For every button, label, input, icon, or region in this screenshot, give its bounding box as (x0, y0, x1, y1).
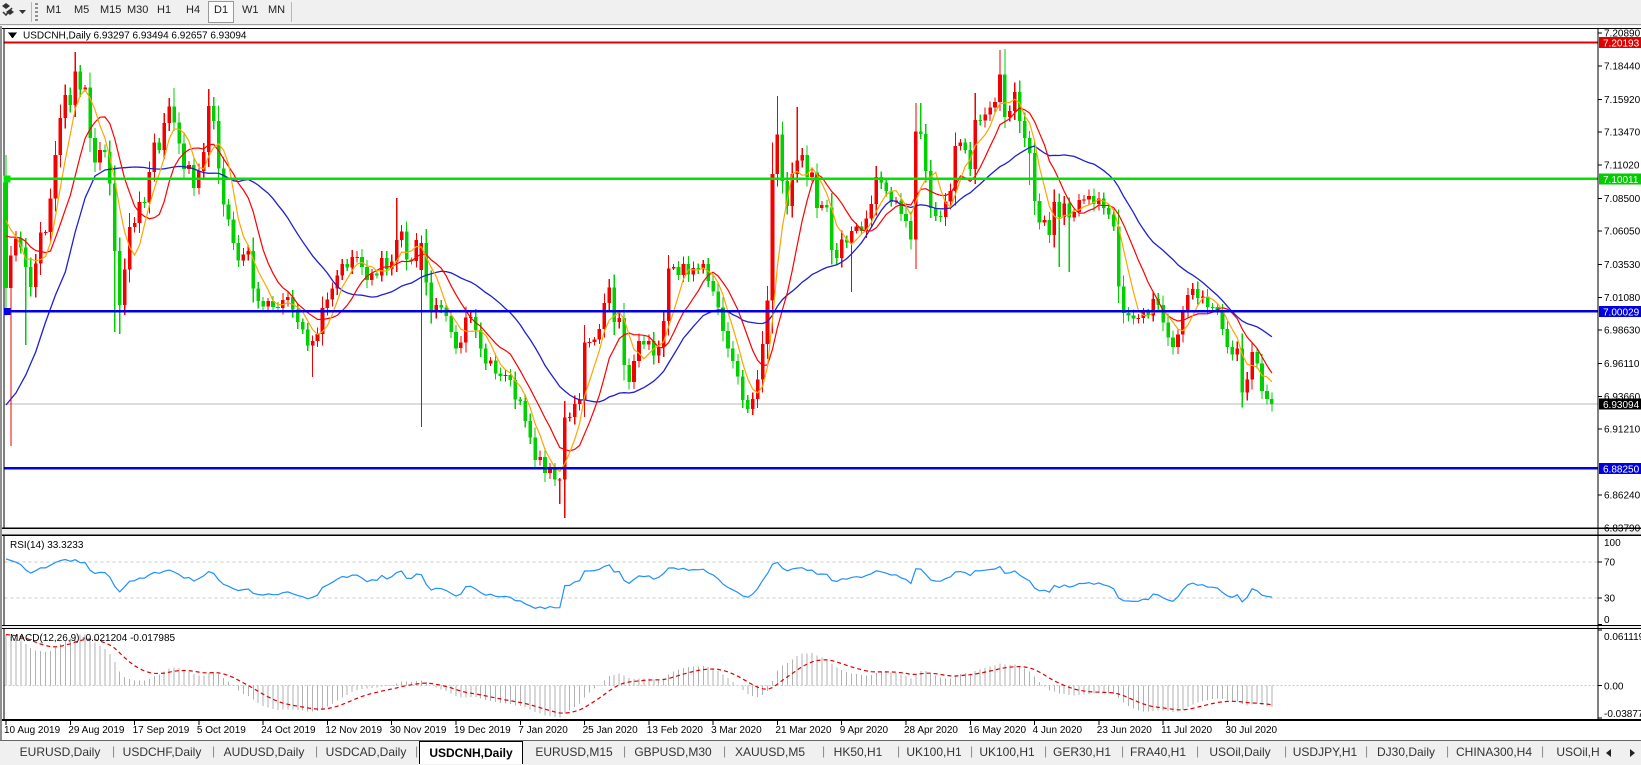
svg-text:7.18440: 7.18440 (1604, 61, 1641, 72)
svg-text:30 Jul 2020: 30 Jul 2020 (1225, 725, 1277, 736)
svg-text:28 Apr 2020: 28 Apr 2020 (904, 725, 958, 736)
svg-text:7.10011: 7.10011 (1603, 175, 1639, 186)
svg-text:6.83790: 6.83790 (1604, 523, 1641, 534)
svg-text:30: 30 (1604, 593, 1616, 604)
svg-text:3 Mar 2020: 3 Mar 2020 (711, 725, 762, 736)
svg-text:100: 100 (1604, 538, 1621, 549)
svg-text:7 Jan 2020: 7 Jan 2020 (518, 725, 568, 736)
svg-text:6.93660: 6.93660 (1604, 392, 1641, 403)
svg-text:11 Jul 2020: 11 Jul 2020 (1161, 725, 1212, 736)
svg-text:5 Oct 2019: 5 Oct 2019 (197, 725, 246, 736)
svg-text:6.93094: 6.93094 (1603, 400, 1640, 411)
svg-text:0: 0 (1604, 615, 1610, 626)
svg-text:30 Nov 2019: 30 Nov 2019 (390, 725, 447, 736)
svg-text:12 Nov 2019: 12 Nov 2019 (325, 725, 382, 736)
svg-text:7.13470: 7.13470 (1604, 128, 1641, 139)
svg-text:0.061119: 0.061119 (1604, 632, 1641, 643)
svg-text:6.91210: 6.91210 (1604, 424, 1641, 435)
svg-text:17 Sep 2019: 17 Sep 2019 (133, 725, 190, 736)
svg-text:21 Mar 2020: 21 Mar 2020 (775, 725, 832, 736)
svg-text:MACD(12,26,9) -0.021204 -0.017: MACD(12,26,9) -0.021204 -0.017985 (10, 633, 176, 644)
svg-text:7.20193: 7.20193 (1603, 39, 1640, 50)
svg-text:7.11020: 7.11020 (1604, 160, 1640, 171)
svg-text:6.88250: 6.88250 (1603, 464, 1640, 475)
svg-text:0.00: 0.00 (1604, 681, 1624, 692)
svg-text:7.15920: 7.15920 (1604, 95, 1641, 106)
svg-text:7.08500: 7.08500 (1604, 194, 1641, 205)
svg-text:7.01080: 7.01080 (1604, 293, 1641, 304)
svg-text:7.06050: 7.06050 (1604, 227, 1641, 238)
svg-text:7.03530: 7.03530 (1604, 260, 1641, 271)
svg-text:10 Aug 2019: 10 Aug 2019 (4, 725, 61, 736)
svg-text:-0.038777: -0.038777 (1604, 709, 1641, 720)
svg-text:7.00029: 7.00029 (1603, 307, 1640, 318)
svg-text:23 Jun 2020: 23 Jun 2020 (1097, 725, 1152, 736)
svg-text:USDCNH,Daily 6.93297 6.93494: USDCNH,Daily 6.93297 6.93494 6.92657 6.9… (23, 31, 247, 42)
svg-text:25 Jan 2020: 25 Jan 2020 (583, 725, 638, 736)
svg-text:6.98630: 6.98630 (1604, 326, 1641, 337)
svg-text:19 Dec 2019: 19 Dec 2019 (454, 725, 511, 736)
svg-text:6.86240: 6.86240 (1604, 491, 1641, 502)
svg-text:7.20890: 7.20890 (1604, 29, 1641, 40)
svg-text:4 Jun 2020: 4 Jun 2020 (1033, 725, 1083, 736)
svg-text:29 Aug 2019: 29 Aug 2019 (68, 725, 125, 736)
svg-text:70: 70 (1604, 558, 1616, 569)
svg-text:13 Feb 2020: 13 Feb 2020 (647, 725, 704, 736)
svg-text:RSI(14) 33.3233: RSI(14) 33.3233 (10, 540, 84, 551)
svg-text:9 Apr 2020: 9 Apr 2020 (840, 725, 889, 736)
svg-text:16 May 2020: 16 May 2020 (968, 725, 1026, 736)
svg-text:24 Oct 2019: 24 Oct 2019 (261, 725, 316, 736)
svg-text:6.96110: 6.96110 (1604, 359, 1640, 370)
